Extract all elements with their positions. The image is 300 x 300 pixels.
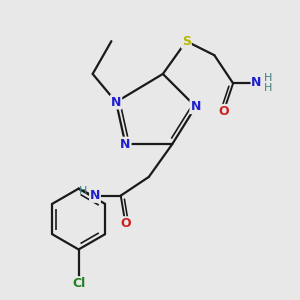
Text: N: N [90, 189, 100, 202]
Text: O: O [218, 105, 229, 118]
Text: N: N [120, 138, 130, 151]
Text: N: N [190, 100, 201, 113]
Text: Cl: Cl [72, 277, 85, 290]
Text: S: S [182, 35, 191, 48]
Text: N: N [111, 95, 121, 109]
Text: H: H [79, 186, 88, 196]
Text: O: O [120, 217, 131, 230]
Text: H: H [263, 82, 272, 92]
Text: H: H [263, 73, 272, 83]
Text: N: N [251, 76, 262, 88]
